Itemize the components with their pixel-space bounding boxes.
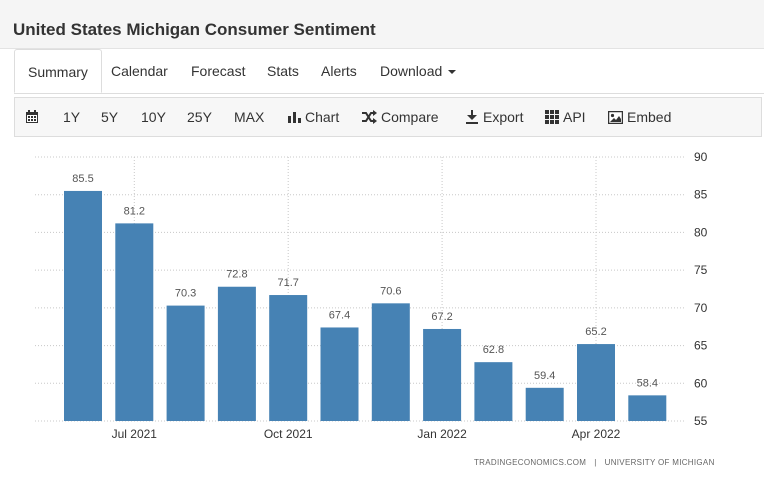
bar <box>269 295 308 421</box>
range-max-button[interactable]: MAX <box>234 109 265 125</box>
api-button[interactable]: API <box>545 98 586 136</box>
bar <box>371 303 410 421</box>
source-right: UNIVERSITY OF MICHIGAN <box>604 458 715 467</box>
export-button[interactable]: Export <box>465 98 523 136</box>
y-tick-label: 80 <box>694 225 708 239</box>
tab-summary[interactable]: Summary <box>14 49 102 93</box>
bar <box>115 223 154 421</box>
x-tick-label: Jul 2021 <box>112 427 158 441</box>
bar <box>628 395 667 421</box>
export-label: Export <box>483 109 524 125</box>
bar-value-label: 70.3 <box>175 288 196 300</box>
source-separator: | <box>594 458 597 467</box>
tab-download[interactable]: Download <box>380 49 457 93</box>
tab-forecast[interactable]: Forecast <box>191 63 246 79</box>
y-tick-label: 70 <box>694 301 708 315</box>
bar <box>577 344 615 421</box>
range-25y-button[interactable]: 25Y <box>187 109 212 125</box>
toolbar: 1Y 5Y 10Y 25Y MAX Chart Compare Export A… <box>14 97 762 137</box>
bar-value-label: 59.4 <box>534 370 555 382</box>
download-icon <box>466 110 478 124</box>
tab-stats[interactable]: Stats <box>267 63 299 79</box>
bar-value-label: 72.8 <box>226 269 247 281</box>
bar-value-label: 71.7 <box>277 277 298 289</box>
page-title: United States Michigan Consumer Sentimen… <box>13 20 376 39</box>
bar-value-label: 65.2 <box>585 326 606 338</box>
shuffle-icon <box>362 110 377 124</box>
tab-bar: Summary Calendar Forecast Stats Alerts D… <box>14 49 764 94</box>
y-tick-label: 90 <box>694 150 708 164</box>
bar <box>320 327 359 421</box>
tab-download-label: Download <box>380 63 443 79</box>
compare-label: Compare <box>381 109 439 125</box>
range-5y-button[interactable]: 5Y <box>101 109 119 125</box>
bar-chart: 55 60 65 70 75 80 85 90 85.5 81.2 70.3 72.8 71.7 67.4… <box>35 150 708 441</box>
x-tick-label: Jan 2022 <box>417 427 467 441</box>
bar <box>217 286 256 421</box>
bar-value-label: 85.5 <box>72 173 93 185</box>
caret-down-icon <box>448 70 457 75</box>
chart-label: Chart <box>305 109 340 125</box>
source-credit: TRADINGECONOMICS.COM | UNIVERSITY OF MICHI… <box>470 458 719 467</box>
api-label: API <box>563 109 586 125</box>
bar <box>423 328 462 421</box>
bar <box>525 387 564 421</box>
x-tick-label: Oct 2021 <box>264 427 313 441</box>
y-tick-label: 55 <box>694 414 708 428</box>
title-bar: United States Michigan Consumer Sentimen… <box>0 0 764 49</box>
chart-button[interactable]: Chart <box>287 98 339 136</box>
chart-area: 55 60 65 70 75 80 85 90 85.5 81.2 70.3 72.8 71.7 67.4… <box>14 140 764 475</box>
range-10y-button[interactable]: 10Y <box>141 109 166 125</box>
y-tick-label: 75 <box>694 263 708 277</box>
embed-button[interactable]: Embed <box>607 98 672 136</box>
bar-value-label: 67.2 <box>431 311 452 323</box>
bar-chart-icon <box>288 112 301 123</box>
bar-value-label: 67.4 <box>329 309 350 321</box>
image-icon <box>607 110 624 125</box>
y-tick-label: 85 <box>694 188 708 202</box>
y-tick-label: 60 <box>694 376 708 390</box>
bar <box>166 305 205 421</box>
bar <box>64 190 102 421</box>
bar <box>474 362 513 421</box>
embed-label: Embed <box>627 109 672 125</box>
tab-alerts[interactable]: Alerts <box>321 63 357 79</box>
source-left: TRADINGECONOMICS.COM <box>474 458 587 467</box>
calendar-button[interactable] <box>25 98 43 136</box>
tab-calendar[interactable]: Calendar <box>111 63 168 79</box>
y-tick-label: 65 <box>694 339 708 353</box>
grid-icon <box>545 110 559 124</box>
x-tick-label: Apr 2022 <box>572 427 621 441</box>
calendar-icon <box>26 110 38 123</box>
range-1y-button[interactable]: 1Y <box>63 109 81 125</box>
bar-value-label: 58.4 <box>637 377 658 389</box>
compare-button[interactable]: Compare <box>361 98 439 136</box>
bar-value-label: 81.2 <box>124 205 145 217</box>
bar-value-label: 62.8 <box>483 344 504 356</box>
bar-value-label: 70.6 <box>380 285 401 297</box>
